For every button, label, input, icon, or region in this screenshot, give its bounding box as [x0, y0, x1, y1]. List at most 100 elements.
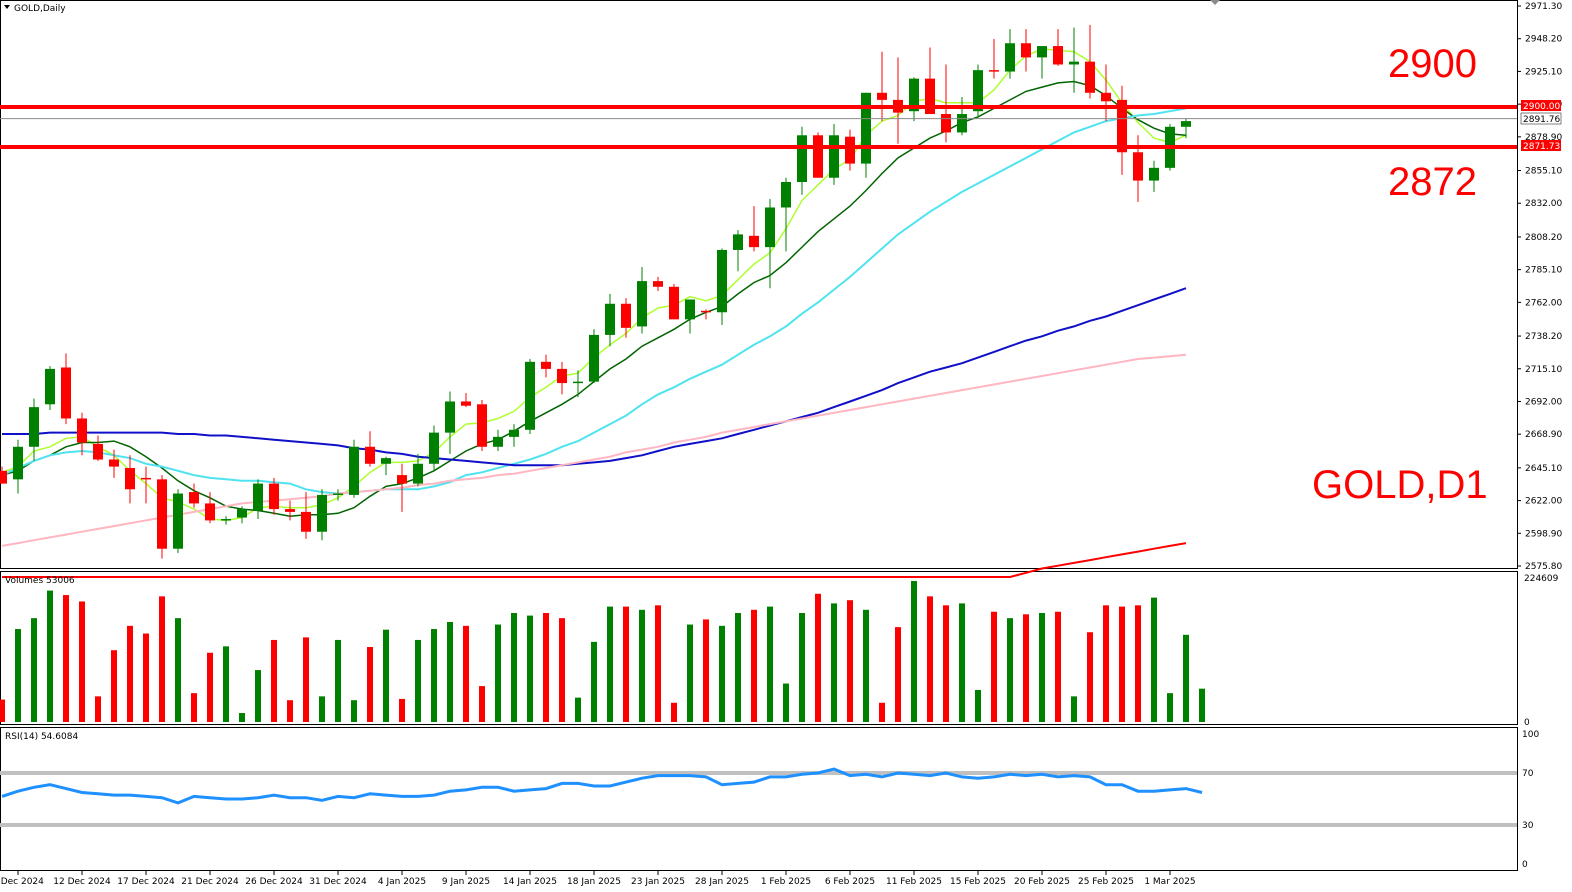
candle-body — [93, 443, 103, 460]
volume-bar — [271, 639, 277, 722]
time-tick-label: 11 Feb 2025 — [886, 877, 942, 887]
candle-body — [1101, 92, 1111, 102]
price-tick-label: 2878.90 — [1525, 133, 1562, 143]
candle-body — [381, 458, 391, 464]
collapse-triangle-icon[interactable] — [4, 5, 10, 9]
volume-bar — [1103, 605, 1109, 722]
volume-bar — [351, 700, 357, 722]
volume-bar — [559, 618, 565, 722]
volume-bar — [47, 590, 53, 722]
candle-body — [621, 303, 631, 328]
time-tick-label: 6 Feb 2025 — [825, 877, 875, 887]
candle-body — [1133, 152, 1143, 181]
candle-body — [301, 511, 311, 532]
candle-body — [605, 303, 615, 335]
time-tick-label: 21 Dec 2024 — [181, 877, 239, 887]
candle-body — [973, 70, 983, 112]
rsi-panel-frame — [0, 727, 1518, 871]
candle-body — [525, 361, 535, 430]
rsi-tick-label: 30 — [1522, 821, 1534, 831]
candle-body — [45, 368, 55, 405]
volume-bar — [223, 646, 229, 722]
time-tick-label: 20 Feb 2025 — [1014, 877, 1070, 887]
rsi-panel-label: RSI(14) 54.6084 — [5, 732, 78, 742]
volume-bar — [591, 641, 597, 722]
volume-bar — [143, 633, 149, 722]
current-price-tag-bg — [1520, 112, 1562, 125]
volume-bar — [463, 625, 469, 722]
candle-body — [845, 136, 855, 164]
volume-bar — [511, 613, 517, 722]
candle-body — [205, 503, 215, 521]
volume-bar — [607, 606, 613, 722]
candle-body — [77, 418, 87, 443]
candle-body — [733, 234, 743, 250]
volume-bar — [655, 605, 661, 722]
price-tick-label: 2645.10 — [1525, 464, 1562, 474]
candle-body — [109, 459, 119, 467]
chart-title: GOLD,Daily — [14, 4, 66, 14]
candle-body — [365, 446, 375, 464]
moving-average-line — [1, 107, 1187, 495]
candle-body — [1181, 121, 1191, 127]
candle-body — [717, 249, 727, 313]
time-tick-label: 7 Dec 2024 — [0, 877, 44, 887]
level-upper-annotation: 2900 — [1388, 42, 1477, 86]
volume-bar — [479, 686, 485, 722]
volume-bar — [703, 619, 709, 722]
candle-body — [317, 494, 327, 532]
candle-body — [685, 299, 695, 320]
volume-bar — [1039, 613, 1045, 722]
moving-average-line — [2, 287, 1187, 467]
volume-bar — [1199, 688, 1205, 722]
time-tick-label: 26 Dec 2024 — [245, 877, 303, 887]
price-tick-label: 2925.10 — [1525, 67, 1562, 77]
volume-bar — [287, 700, 293, 722]
volume-bar — [879, 702, 885, 722]
volume-tick-label: 0 — [1524, 718, 1530, 728]
time-tick-label: 12 Dec 2024 — [53, 877, 111, 887]
volume-bar — [255, 670, 261, 722]
price-tick-label: 2855.10 — [1525, 167, 1562, 177]
time-tick-label: 15 Feb 2025 — [950, 877, 1006, 887]
chart-shift-marker-icon[interactable] — [1210, 0, 1220, 5]
rsi-tick-label: 100 — [1522, 730, 1539, 740]
moving-average-line — [2, 542, 1187, 578]
candle-body — [269, 483, 279, 510]
price-tick-label: 2598.90 — [1525, 529, 1562, 539]
time-tick-label: 17 Dec 2024 — [117, 877, 175, 887]
candle-body — [1117, 99, 1127, 153]
time-tick-label: 14 Jan 2025 — [503, 877, 557, 887]
volume-bar — [1071, 696, 1077, 722]
candle-body — [957, 114, 967, 133]
candle-body — [509, 429, 519, 437]
volume-bar — [895, 627, 901, 722]
price-tick-label: 2948.20 — [1525, 35, 1562, 45]
candle-body — [1149, 167, 1159, 181]
price-tick-label: 2692.00 — [1525, 397, 1562, 407]
volume-bar — [0, 699, 5, 722]
rsi-tick-label: 70 — [1522, 769, 1534, 779]
volume-bar — [127, 625, 133, 722]
candle-body — [941, 114, 951, 133]
time-tick-label: 23 Jan 2025 — [631, 877, 685, 887]
volume-bar — [1183, 634, 1189, 722]
volume-bar — [687, 624, 693, 722]
volume-bar — [207, 652, 213, 722]
candle-body — [765, 207, 775, 248]
panel-frames — [0, 0, 1518, 871]
candle-body — [13, 446, 23, 480]
time-tick-label: 4 Jan 2025 — [378, 877, 426, 887]
candle-body — [253, 483, 263, 511]
price-tick-label: 2738.20 — [1525, 332, 1562, 342]
rsi-tick-label: 0 — [1522, 860, 1528, 870]
volume-bar — [847, 600, 853, 722]
volume-bar — [863, 609, 869, 722]
volume-axis: 224609 0 — [1524, 574, 1559, 728]
volume-bar — [1007, 618, 1013, 722]
volume-bar — [767, 606, 773, 722]
volume-bar — [1167, 693, 1173, 722]
candle-body — [989, 70, 999, 72]
price-tick-label: 2715.10 — [1525, 365, 1562, 375]
price-tick-label: 2622.00 — [1525, 497, 1562, 507]
